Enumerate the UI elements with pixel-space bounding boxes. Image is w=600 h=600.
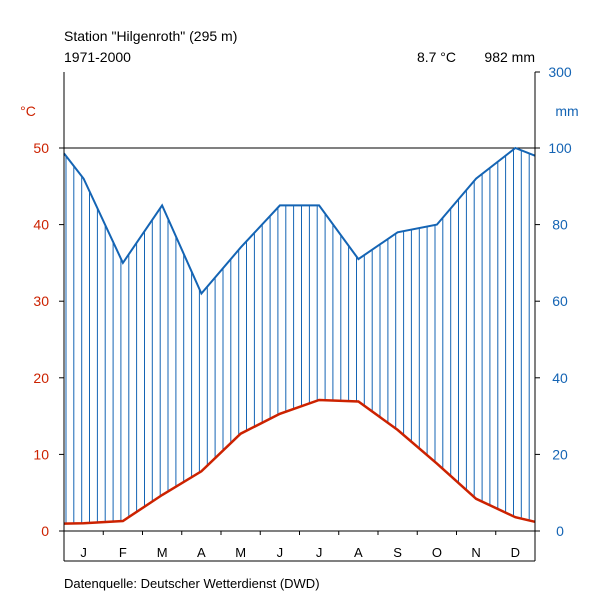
month-label: J	[316, 545, 323, 560]
left-tick-label: 50	[33, 140, 49, 156]
left-tick-label: 10	[33, 446, 49, 462]
temperature-line	[63, 398, 536, 525]
month-label: M	[157, 545, 168, 560]
right-axis-unit: mm	[555, 103, 578, 119]
series-lines	[63, 146, 536, 525]
right-tick-label: 100	[548, 140, 572, 156]
left-tick-label: 40	[33, 217, 49, 233]
month-label: M	[235, 545, 246, 560]
right-tick-label: 40	[552, 370, 568, 386]
right-tick-label: 80	[552, 217, 568, 233]
left-axis-unit: °C	[20, 103, 36, 119]
period-label: 1971-2000	[64, 49, 131, 65]
station-title: Station "Hilgenroth" (295 m)	[64, 28, 237, 44]
mean-temperature: 8.7 °C	[417, 49, 456, 65]
month-label: S	[393, 545, 402, 560]
month-label: A	[354, 545, 363, 560]
tick-labels: 0 10 20 30 40 50 0 20 40 60 80 100 300 J F M A M J J A S O N D	[33, 64, 571, 560]
month-label: J	[80, 545, 87, 560]
data-source: Datenquelle: Deutscher Wetterdienst (DWD…	[64, 576, 320, 591]
month-label: D	[511, 545, 520, 560]
month-label: F	[119, 545, 127, 560]
month-label: J	[277, 545, 284, 560]
left-tick-label: 0	[41, 523, 49, 539]
right-tick-label: 20	[552, 446, 568, 462]
right-tick-label: 300	[548, 64, 572, 80]
right-tick-label: 0	[556, 523, 564, 539]
left-tick-label: 20	[33, 370, 49, 386]
month-label: N	[471, 545, 480, 560]
right-tick-label: 60	[552, 293, 568, 309]
left-tick-label: 30	[33, 293, 49, 309]
annual-precipitation: 982 mm	[484, 49, 535, 65]
precipitation-hatch	[65, 149, 530, 524]
month-label: A	[197, 545, 206, 560]
month-label: O	[432, 545, 442, 560]
precipitation-line	[63, 146, 536, 296]
